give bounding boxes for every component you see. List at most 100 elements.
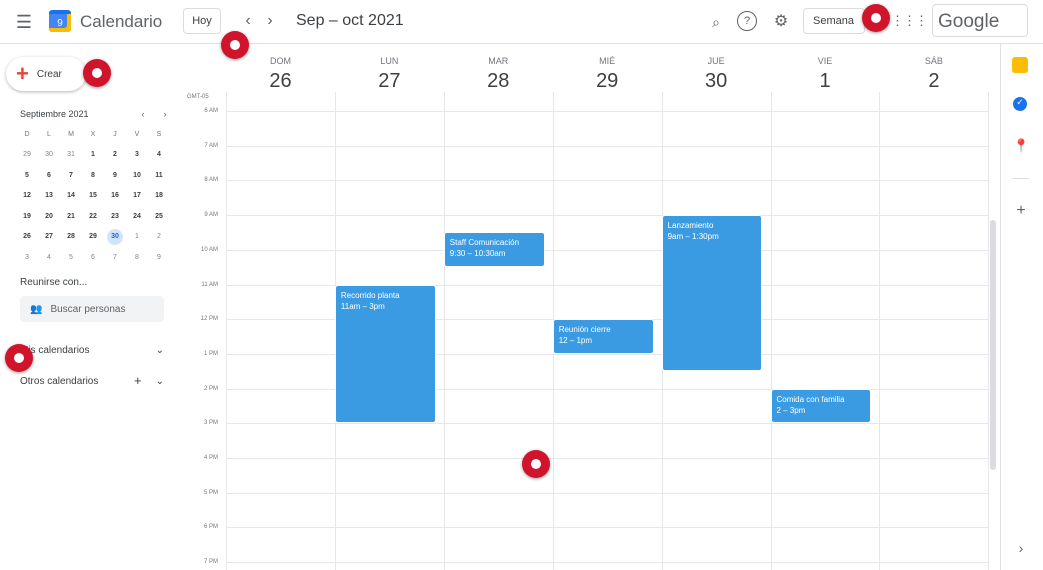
view-selector[interactable]: Semana <box>803 8 865 34</box>
vertical-scrollbar[interactable] <box>990 220 996 470</box>
chevron-down-icon[interactable]: ⌄ <box>155 345 164 356</box>
mini-day[interactable]: 1 <box>135 233 139 241</box>
mini-day[interactable]: 2 <box>157 233 161 241</box>
expand-panel-icon[interactable]: › <box>1018 540 1024 556</box>
day-header[interactable]: DOM 26 <box>226 56 335 93</box>
mini-day[interactable]: 14 <box>67 192 75 200</box>
my-calendars-section[interactable]: Mis calendarios ⌄ <box>20 345 164 356</box>
mini-day[interactable]: 2 <box>113 151 117 159</box>
day-header[interactable]: VIE 1 <box>771 56 880 93</box>
mini-day[interactable]: 7 <box>69 171 73 179</box>
mini-day[interactable]: 8 <box>135 253 139 261</box>
calendar-event[interactable]: Lanzamiento 9am – 1:30pm <box>661 215 763 372</box>
mini-day[interactable]: 25 <box>155 212 163 220</box>
mini-day[interactable]: 4 <box>47 253 51 261</box>
maps-icon[interactable]: 📍 <box>1013 138 1030 153</box>
mini-day[interactable]: 6 <box>47 171 51 179</box>
calendar-event[interactable]: Staff Comunicación 9:30 – 10:30am <box>443 232 545 268</box>
day-number[interactable]: 29 <box>596 70 619 92</box>
mini-day[interactable]: 18 <box>155 192 163 200</box>
mini-next-icon[interactable]: › <box>163 109 167 119</box>
mini-day[interactable]: 22 <box>89 212 97 220</box>
mini-day[interactable]: 3 <box>135 151 139 159</box>
top-bar: ☰ 9 Calendario Hoy ‹ › Sep – oct 2021 ⌕ … <box>0 0 1043 44</box>
calendar-event[interactable]: Recorrido planta 11am – 3pm <box>334 284 436 424</box>
mini-day[interactable]: 5 <box>69 253 73 261</box>
other-calendars-section[interactable]: Otros calendarios + ⌄ <box>20 373 164 388</box>
mini-day[interactable]: 19 <box>23 212 31 220</box>
mini-day[interactable]: 10 <box>133 171 141 179</box>
mini-day[interactable]: 8 <box>91 171 95 179</box>
mini-day[interactable]: 5 <box>25 171 29 179</box>
day-name: VIE <box>817 56 833 66</box>
hour-line <box>226 353 988 355</box>
calendar-event[interactable]: Reunión cierre 12 – 1pm <box>552 319 654 354</box>
my-calendars-label: Mis calendarios <box>20 345 90 356</box>
prev-week-icon[interactable]: ‹ <box>245 12 251 29</box>
mini-day[interactable]: 21 <box>67 212 75 220</box>
hour-label: 12 PM <box>200 316 218 323</box>
next-week-icon[interactable]: › <box>267 12 273 29</box>
create-button[interactable]: + Crear <box>6 57 86 91</box>
event-title: Reunión cierre <box>558 325 611 335</box>
day-header[interactable]: SÁB 2 <box>879 56 988 93</box>
mini-day[interactable]: 9 <box>113 171 117 179</box>
add-addon-icon[interactable]: + <box>1016 202 1026 219</box>
mini-day[interactable]: 17 <box>133 192 141 200</box>
mini-day[interactable]: 24 <box>133 212 141 220</box>
mini-day[interactable]: 23 <box>111 212 119 220</box>
mini-day[interactable]: 7 <box>113 253 117 261</box>
weekday-label: L <box>47 130 51 138</box>
mini-day[interactable]: 16 <box>111 192 119 200</box>
day-number[interactable]: 28 <box>487 70 510 92</box>
keep-icon[interactable] <box>1012 57 1028 73</box>
day-number[interactable]: 2 <box>928 70 940 92</box>
search-icon[interactable]: ⌕ <box>712 13 720 30</box>
calendar-event[interactable]: Comida con familia 2 – 3pm <box>770 388 872 424</box>
mini-day[interactable]: 20 <box>45 212 53 220</box>
mini-day[interactable]: 3 <box>25 253 29 261</box>
day-number[interactable]: 30 <box>704 70 728 92</box>
search-people-input[interactable]: 👥 Buscar personas <box>20 296 164 322</box>
logo-day: 9 <box>57 17 63 29</box>
day-column-divider <box>988 92 990 570</box>
hour-line <box>226 423 988 425</box>
mini-day[interactable]: 12 <box>23 192 31 200</box>
settings-gear-icon[interactable]: ⚙ <box>773 13 789 30</box>
mini-prev-icon[interactable]: ‹ <box>141 109 145 119</box>
tasks-icon[interactable]: ✓ <box>1013 97 1027 111</box>
day-number[interactable]: 26 <box>269 70 292 92</box>
mini-day[interactable]: 1 <box>91 151 95 159</box>
mini-day[interactable]: 30 <box>107 228 123 245</box>
google-account[interactable]: Google <box>932 4 1028 37</box>
day-number[interactable]: 27 <box>378 70 401 92</box>
mini-day[interactable]: 31 <box>67 151 75 159</box>
day-header[interactable]: LUN 27 <box>335 56 444 93</box>
mini-day[interactable]: 26 <box>23 233 31 241</box>
day-header[interactable]: MIÉ 29 <box>553 56 662 93</box>
mini-day[interactable]: 30 <box>45 151 53 159</box>
apps-grid-icon[interactable]: ⋮⋮⋮ <box>891 13 928 28</box>
hour-label: 8 AM <box>204 177 218 184</box>
panel-separator <box>1013 178 1029 179</box>
help-icon[interactable]: ? <box>737 11 757 31</box>
main-menu-icon[interactable]: ☰ <box>15 11 33 32</box>
hour-line <box>226 458 988 459</box>
today-button[interactable]: Hoy <box>183 8 221 34</box>
mini-day[interactable]: 29 <box>23 151 31 159</box>
mini-day[interactable]: 28 <box>67 233 75 241</box>
mini-day[interactable]: 11 <box>155 171 163 179</box>
mini-day[interactable]: 9 <box>157 253 161 261</box>
event-title: Staff Comunicación <box>449 238 520 248</box>
chevron-down-icon[interactable]: ⌄ <box>155 376 164 387</box>
mini-day[interactable]: 15 <box>89 192 97 200</box>
mini-day[interactable]: 29 <box>89 233 97 241</box>
day-header[interactable]: JUE 30 <box>662 56 771 93</box>
mini-day[interactable]: 13 <box>45 192 53 200</box>
add-calendar-icon[interactable]: + <box>134 373 142 388</box>
day-number[interactable]: 1 <box>819 70 831 92</box>
mini-day[interactable]: 27 <box>45 233 53 241</box>
day-header[interactable]: MAR 28 <box>444 56 553 93</box>
mini-day[interactable]: 4 <box>157 151 161 159</box>
mini-day[interactable]: 6 <box>91 253 95 261</box>
